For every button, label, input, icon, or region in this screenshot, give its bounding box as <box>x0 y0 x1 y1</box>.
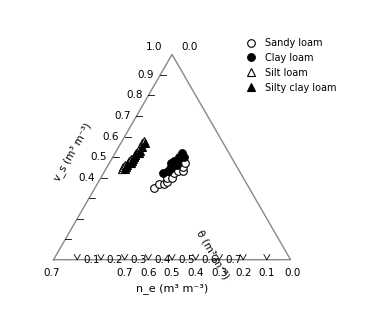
Text: 0.7: 0.7 <box>225 255 242 265</box>
Text: 0.9: 0.9 <box>138 70 154 80</box>
Text: 0.7: 0.7 <box>114 111 131 121</box>
Text: 0.1: 0.1 <box>83 255 100 265</box>
Text: 0.7: 0.7 <box>117 268 133 278</box>
Text: 0.7: 0.7 <box>43 268 60 278</box>
Legend: Sandy loam, Clay loam, Silt loam, Silty clay loam: Sandy loam, Clay loam, Silt loam, Silty … <box>241 38 336 93</box>
Text: 0.3: 0.3 <box>131 255 147 265</box>
Text: 0.1: 0.1 <box>259 268 275 278</box>
Text: 0.6: 0.6 <box>202 255 218 265</box>
Text: 0.3: 0.3 <box>211 268 228 278</box>
Text: 0.5: 0.5 <box>164 268 180 278</box>
Text: n_e (m³ m⁻³): n_e (m³ m⁻³) <box>136 283 208 294</box>
Text: 0.2: 0.2 <box>235 268 251 278</box>
Text: 0.4: 0.4 <box>154 255 171 265</box>
Text: 1.0: 1.0 <box>146 42 163 52</box>
Text: 0.0: 0.0 <box>181 42 198 52</box>
Text: 0.6: 0.6 <box>102 132 119 141</box>
Text: θ (m³ m⁻³): θ (m³ m⁻³) <box>194 229 230 281</box>
Text: 0.5: 0.5 <box>178 255 194 265</box>
Text: v_s (m³ m⁻³): v_s (m³ m⁻³) <box>52 121 94 183</box>
Text: 0.2: 0.2 <box>107 255 123 265</box>
Text: 0.4: 0.4 <box>188 268 204 278</box>
Text: 0.5: 0.5 <box>91 152 107 162</box>
Text: 0.4: 0.4 <box>79 172 95 183</box>
Text: 0.6: 0.6 <box>140 268 157 278</box>
Text: 0.0: 0.0 <box>285 268 301 278</box>
Text: 0.8: 0.8 <box>126 91 142 100</box>
